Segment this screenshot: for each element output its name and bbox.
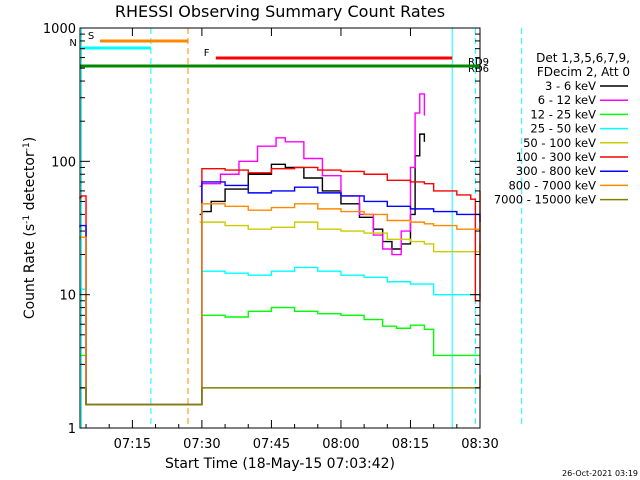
series-line-8 bbox=[80, 374, 481, 406]
x-tick-label-4: 08:15 bbox=[392, 437, 429, 452]
state-label-n: N bbox=[69, 38, 76, 49]
y-tick-label-1: 10 bbox=[59, 289, 76, 304]
legend-header-1: Det 1,3,5,6,7,9, bbox=[536, 51, 630, 65]
legend-entry-8: 7000 - 15000 keV bbox=[494, 193, 596, 207]
legend-entry-6: 300 - 800 keV bbox=[516, 164, 596, 178]
timestamp: 26-Oct-2021 03:19 bbox=[562, 469, 638, 478]
state-label-s: S bbox=[88, 31, 94, 42]
x-tick-label-1: 07:30 bbox=[183, 437, 220, 452]
legend-entry-1: 6 - 12 keV bbox=[538, 93, 596, 107]
legend-entry-3: 25 - 50 keV bbox=[530, 122, 596, 136]
state-label-rd9: RD9 bbox=[468, 57, 489, 68]
legend-entry-4: 50 - 100 keV bbox=[523, 136, 596, 150]
legend-header-2: FDecim 2, Att 0 bbox=[537, 65, 630, 79]
x-tick-label-2: 07:45 bbox=[253, 437, 290, 452]
axis-ticks: 07:15 07:30 07:45 08:00 08:15 08:30 1 10 100 1000 bbox=[43, 22, 499, 452]
state-label-rd6: RD6 bbox=[468, 64, 489, 75]
y-tick-label-0: 1 bbox=[68, 422, 76, 437]
plot-frame bbox=[79, 27, 481, 429]
series-line-4 bbox=[199, 221, 481, 255]
y-tick-label-3: 1000 bbox=[43, 22, 76, 37]
x-axis-label: Start Time (18-May-15 07:03:42) bbox=[165, 456, 395, 472]
x-tick-label-0: 07:15 bbox=[114, 437, 151, 452]
y-tick-label-2: 100 bbox=[51, 155, 76, 170]
legend-entry-2: 12 - 25 keV bbox=[530, 107, 596, 121]
legend-entry-7: 800 - 7000 keV bbox=[508, 178, 596, 192]
y-axis-label: Count Rate (s-1 detector-1) bbox=[22, 137, 38, 319]
state-label-f: F bbox=[204, 48, 210, 59]
chart-title: RHESSI Observing Summary Count Rates bbox=[115, 2, 445, 21]
x-tick-label-5: 08:30 bbox=[461, 437, 498, 452]
legend-entry-0: 3 - 6 keV bbox=[545, 79, 596, 93]
legend-entry-5: 100 - 300 keV bbox=[516, 150, 596, 164]
legend: Det 1,3,5,6,7,9, FDecim 2, Att 0 3 - 6 k… bbox=[494, 51, 630, 207]
x-tick-label-3: 08:00 bbox=[322, 437, 359, 452]
